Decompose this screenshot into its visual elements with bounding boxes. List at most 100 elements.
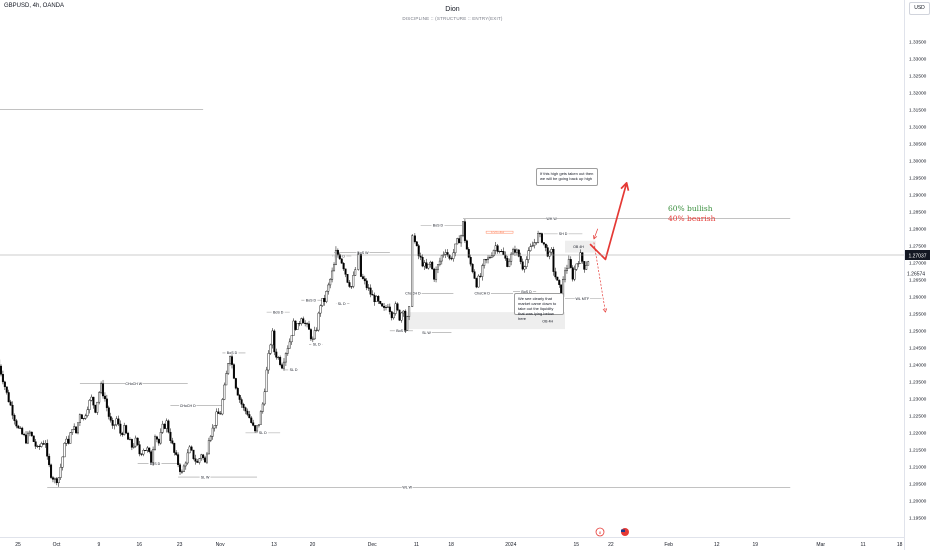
candle-down xyxy=(381,303,384,307)
candle-up xyxy=(59,467,62,478)
candle-down xyxy=(136,437,139,445)
x-tick-label: 22 xyxy=(608,542,614,548)
y-tick-label: 1.28500 xyxy=(909,210,927,216)
candle-up xyxy=(357,254,360,270)
candle-up xyxy=(487,257,490,260)
candle-down xyxy=(581,252,584,262)
x-tick-label: 23 xyxy=(177,542,183,548)
y-tick-label: 1.20500 xyxy=(909,482,927,488)
candle-down xyxy=(140,453,143,455)
event-marker-icon[interactable] xyxy=(595,527,605,537)
candle-down xyxy=(167,420,170,433)
candle-up xyxy=(257,424,260,426)
y-tick-label: 1.23500 xyxy=(909,380,927,386)
candle-down xyxy=(127,432,130,440)
candle-down xyxy=(421,257,424,267)
candle-up xyxy=(333,264,336,272)
candle-up xyxy=(134,437,137,447)
structure-label: SL D xyxy=(338,302,346,306)
candle-up xyxy=(392,313,395,319)
candle-down xyxy=(11,404,14,416)
candle-down xyxy=(1,374,4,383)
candle-down xyxy=(306,323,309,325)
candle-up xyxy=(36,445,39,447)
candle-down xyxy=(246,410,249,415)
x-tick-label: 18 xyxy=(897,542,903,548)
symbol-title[interactable]: GBPUSD, 4h, OANDA xyxy=(4,3,65,9)
projection-arrowhead xyxy=(620,182,630,191)
y-tick-label: 1.27000 xyxy=(909,261,927,267)
candle-up xyxy=(28,431,31,434)
candle-up xyxy=(394,303,397,314)
candle-down xyxy=(471,263,474,272)
idea-subtitle: DISCIPLINE :: (STRUCTURE :: ENTRY(EXIT) xyxy=(402,16,503,21)
candle-up xyxy=(315,329,318,331)
candle-up xyxy=(182,465,185,472)
structure-label-bg xyxy=(304,297,318,303)
candle-down xyxy=(367,287,370,289)
candle-down xyxy=(417,245,420,257)
candle-down xyxy=(479,275,482,277)
candle-down xyxy=(248,414,251,419)
candle-down xyxy=(236,387,239,396)
candle-down xyxy=(192,449,195,459)
structure-label: SH D xyxy=(559,232,568,236)
candle-up xyxy=(550,249,553,253)
candle-down xyxy=(171,440,174,444)
candle-down xyxy=(111,420,114,426)
candle-down xyxy=(390,311,393,319)
candle-up xyxy=(531,245,534,247)
candle-up xyxy=(427,263,430,269)
candle-down xyxy=(202,454,205,459)
candle-up xyxy=(488,257,491,259)
candle-down xyxy=(465,240,468,250)
candle-up xyxy=(406,316,409,331)
candle-down xyxy=(217,411,220,414)
candle-down xyxy=(336,250,339,255)
candle-up xyxy=(90,396,93,401)
candle-down xyxy=(275,351,278,358)
candle-down xyxy=(396,303,399,311)
candle-down xyxy=(173,443,176,453)
candle-down xyxy=(458,238,461,244)
candle-down xyxy=(234,378,237,389)
structure-label: ChoCH D xyxy=(475,292,491,296)
candle-up xyxy=(290,335,293,343)
structure-label: BoS D xyxy=(150,462,161,466)
candle-up xyxy=(96,401,99,413)
y-tick-label: 1.20000 xyxy=(909,499,927,505)
candle-down xyxy=(148,447,151,452)
candle-down xyxy=(302,318,305,324)
candle-down xyxy=(304,322,307,324)
x-tick-label: 20 xyxy=(310,542,316,548)
x-tick-label: 9 xyxy=(97,542,100,548)
candle-up xyxy=(113,424,116,426)
candle-down xyxy=(230,356,233,365)
candle-down xyxy=(583,261,586,270)
candle-up xyxy=(132,445,135,448)
candle-down xyxy=(342,262,345,270)
current-price-label-bg xyxy=(905,250,930,260)
candle-up xyxy=(88,400,91,410)
candle-up xyxy=(271,330,274,346)
structure-label-bg xyxy=(125,381,143,386)
candle-down xyxy=(0,365,2,375)
candle-up xyxy=(313,330,316,340)
candle-down xyxy=(51,477,54,480)
candle-down xyxy=(361,276,364,279)
candle-down xyxy=(473,271,476,279)
candle-down xyxy=(294,320,297,330)
candle-down xyxy=(359,254,362,277)
candle-up xyxy=(400,312,403,321)
candle-down xyxy=(469,257,472,265)
candle-down xyxy=(500,251,503,253)
candle-up xyxy=(411,235,414,307)
candle-up xyxy=(402,310,405,314)
note-top: If this high gets taken out then we will… xyxy=(536,168,598,186)
y-tick-label: 1.19500 xyxy=(909,516,927,522)
candle-up xyxy=(321,298,324,306)
order-block-zone xyxy=(404,312,566,330)
currency-selector[interactable]: USD xyxy=(909,2,930,15)
